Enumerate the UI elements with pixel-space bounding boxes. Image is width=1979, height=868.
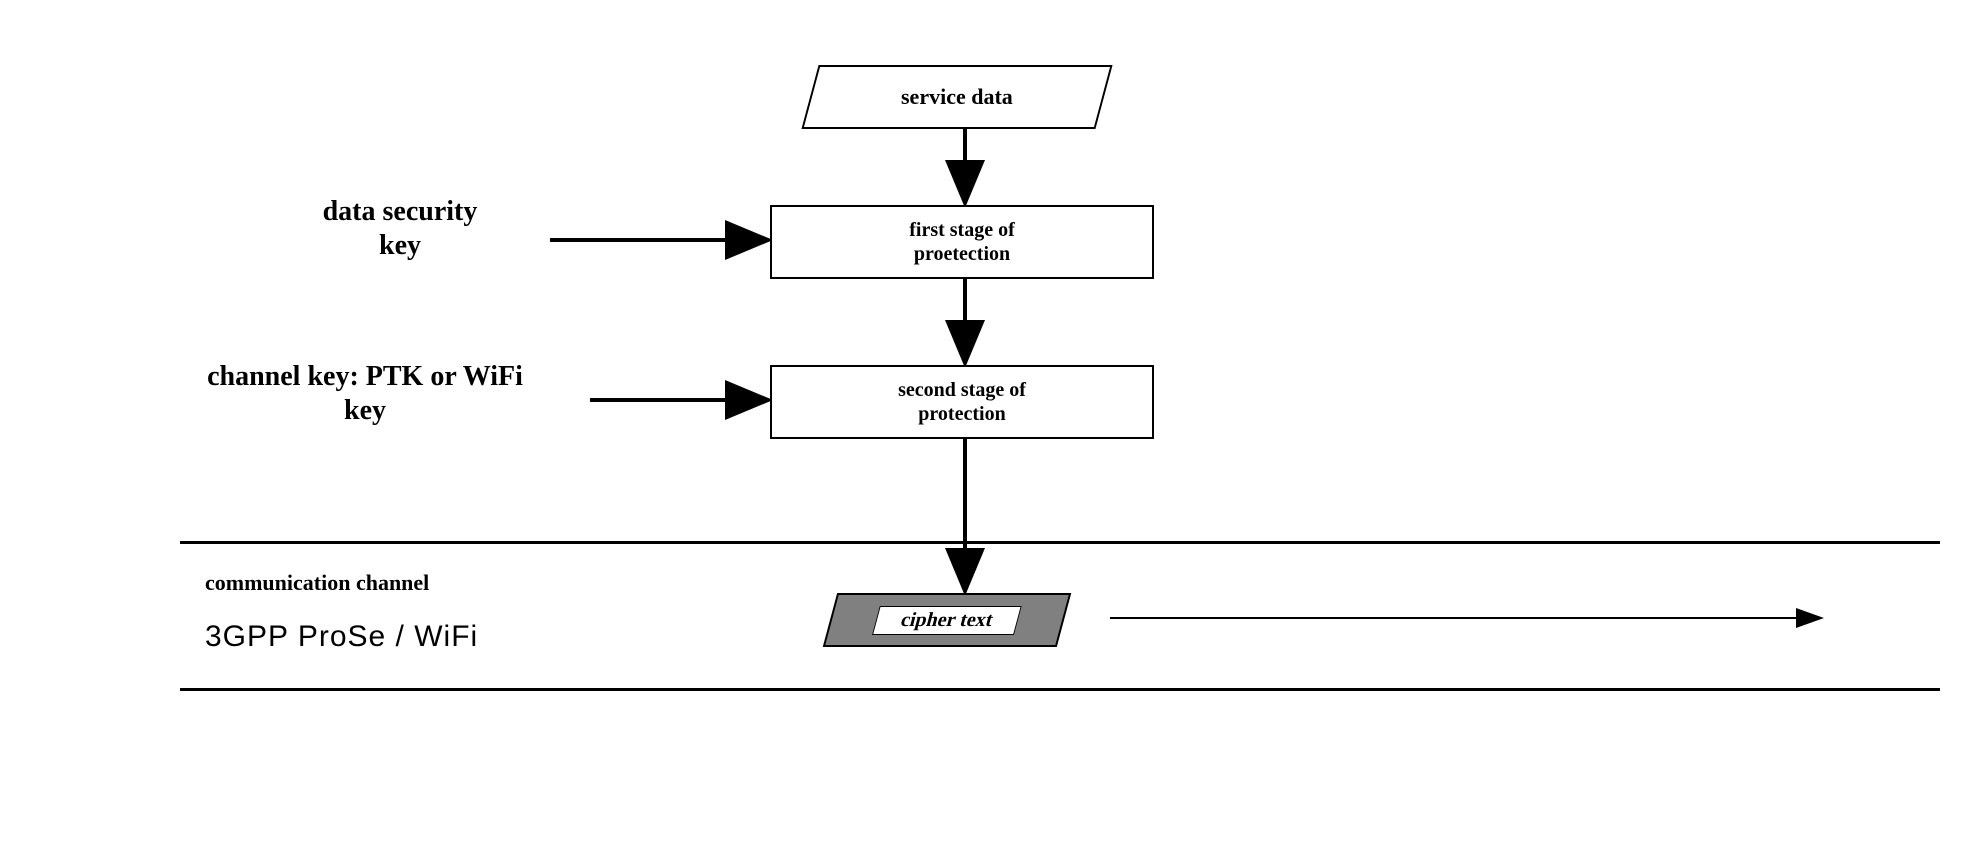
channel-line-bottom (180, 688, 1940, 691)
label-channel-type: 3GPP ProSe / WiFi (205, 620, 478, 654)
node-cipher-text-label: cipher text (899, 609, 996, 631)
node-cipher-text-inner: cipher text (872, 606, 1021, 635)
node-service-data: service data (801, 65, 1112, 129)
node-first-stage-label-2: proetection (914, 242, 1010, 266)
label-data-security-key-line1: data security (250, 195, 550, 229)
label-data-security-key: data security key (250, 195, 550, 262)
node-first-stage: first stage of proetection (770, 205, 1154, 279)
node-second-stage-label-1: second stage of (898, 378, 1026, 402)
flowchart-diagram: service data first stage of proetection … (0, 0, 1979, 868)
node-service-data-label: service data (901, 84, 1013, 110)
label-communication-channel: communication channel (205, 570, 429, 596)
label-channel-key-line1: channel key: PTK or WiFi (140, 360, 590, 394)
node-second-stage: second stage of protection (770, 365, 1154, 439)
label-channel-key-line2: key (140, 394, 590, 428)
node-first-stage-label-1: first stage of (909, 218, 1015, 242)
label-channel-key: channel key: PTK or WiFi key (140, 360, 590, 427)
label-data-security-key-line2: key (250, 229, 550, 263)
node-cipher-text-outer: cipher text (823, 593, 1071, 647)
channel-line-top (180, 541, 1940, 544)
node-second-stage-label-2: protection (918, 402, 1005, 426)
